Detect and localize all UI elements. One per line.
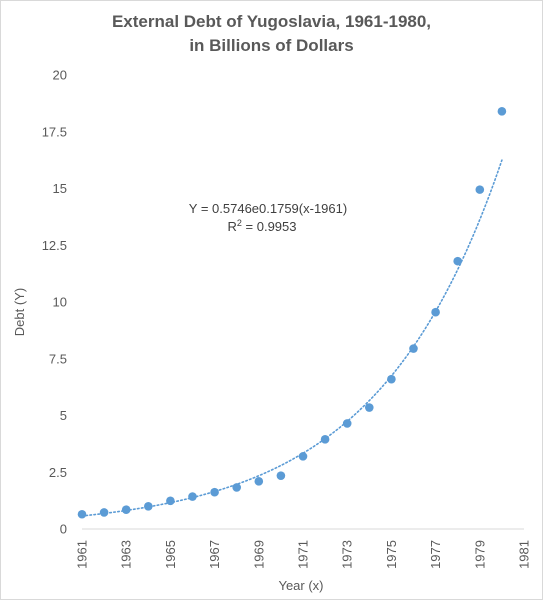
x-tick-label: 1967 <box>207 540 222 569</box>
y-tick-label: 10 <box>53 295 67 310</box>
x-tick-label: 1973 <box>340 540 355 569</box>
data-point <box>497 107 507 116</box>
data-point <box>276 471 286 480</box>
data-point <box>475 185 485 194</box>
data-point <box>254 477 264 486</box>
r-squared-label: R2 = 0.9953 <box>228 218 297 234</box>
y-tick-label: 17.5 <box>42 124 67 139</box>
r-squared-value: = 0.9953 <box>242 219 297 234</box>
r-squared-symbol: R <box>228 219 237 234</box>
y-axis-ticks: 0 2.5 5 7.5 10 12.5 15 17.5 20 <box>42 68 67 537</box>
x-tick-label: 1963 <box>119 540 134 569</box>
chart-title-line-1: External Debt of Yugoslavia, 1961-1980, <box>111 12 432 31</box>
x-axis-title: Year (x) <box>278 578 323 593</box>
data-point <box>387 374 396 384</box>
data-point <box>298 452 308 461</box>
data-point <box>77 509 87 519</box>
data-point <box>320 435 330 444</box>
y-axis-title: Debt (Y) <box>12 288 27 336</box>
x-tick-label: 1969 <box>251 540 266 569</box>
x-tick-label: 1977 <box>428 540 443 569</box>
chart-title-line-2: in Billions of Dollars <box>189 36 354 55</box>
y-tick-label: 2.5 <box>49 465 67 480</box>
data-point <box>99 508 109 517</box>
x-tick-label: 1979 <box>472 540 487 569</box>
data-point <box>232 483 241 492</box>
x-tick-label: 1971 <box>296 540 311 569</box>
trendline <box>81 159 503 517</box>
data-point <box>188 492 197 501</box>
data-point <box>431 307 440 317</box>
y-tick-label: 15 <box>53 181 67 196</box>
data-point <box>342 419 352 428</box>
data-point <box>144 502 153 511</box>
y-tick-label: 5 <box>60 408 67 423</box>
r-squared-superscript: 2 <box>237 218 242 228</box>
x-axis-ticks: 1961 1963 1965 1967 1969 1971 1973 1975 1977 1979… <box>75 540 532 569</box>
data-point <box>409 344 418 353</box>
data-point <box>166 496 175 506</box>
data-point <box>365 403 374 412</box>
y-tick-label: 20 <box>53 68 67 83</box>
x-tick-label: 1965 <box>163 540 178 569</box>
data-point <box>121 505 131 515</box>
chart-title: External Debt of Yugoslavia, 1961-1980, … <box>0 10 543 58</box>
y-tick-label: 12.5 <box>42 238 67 253</box>
x-tick-label: 1961 <box>75 540 90 569</box>
x-tick-label: 1981 <box>517 540 532 569</box>
x-tick-label: 1975 <box>384 540 399 569</box>
y-tick-label: 0 <box>60 522 67 537</box>
trendline-equation: Y = 0.5746e0.1759(x-1961) <box>189 201 347 216</box>
data-point <box>453 256 463 266</box>
data-points <box>77 107 507 519</box>
data-point <box>210 487 219 497</box>
y-tick-label: 7.5 <box>49 351 67 366</box>
